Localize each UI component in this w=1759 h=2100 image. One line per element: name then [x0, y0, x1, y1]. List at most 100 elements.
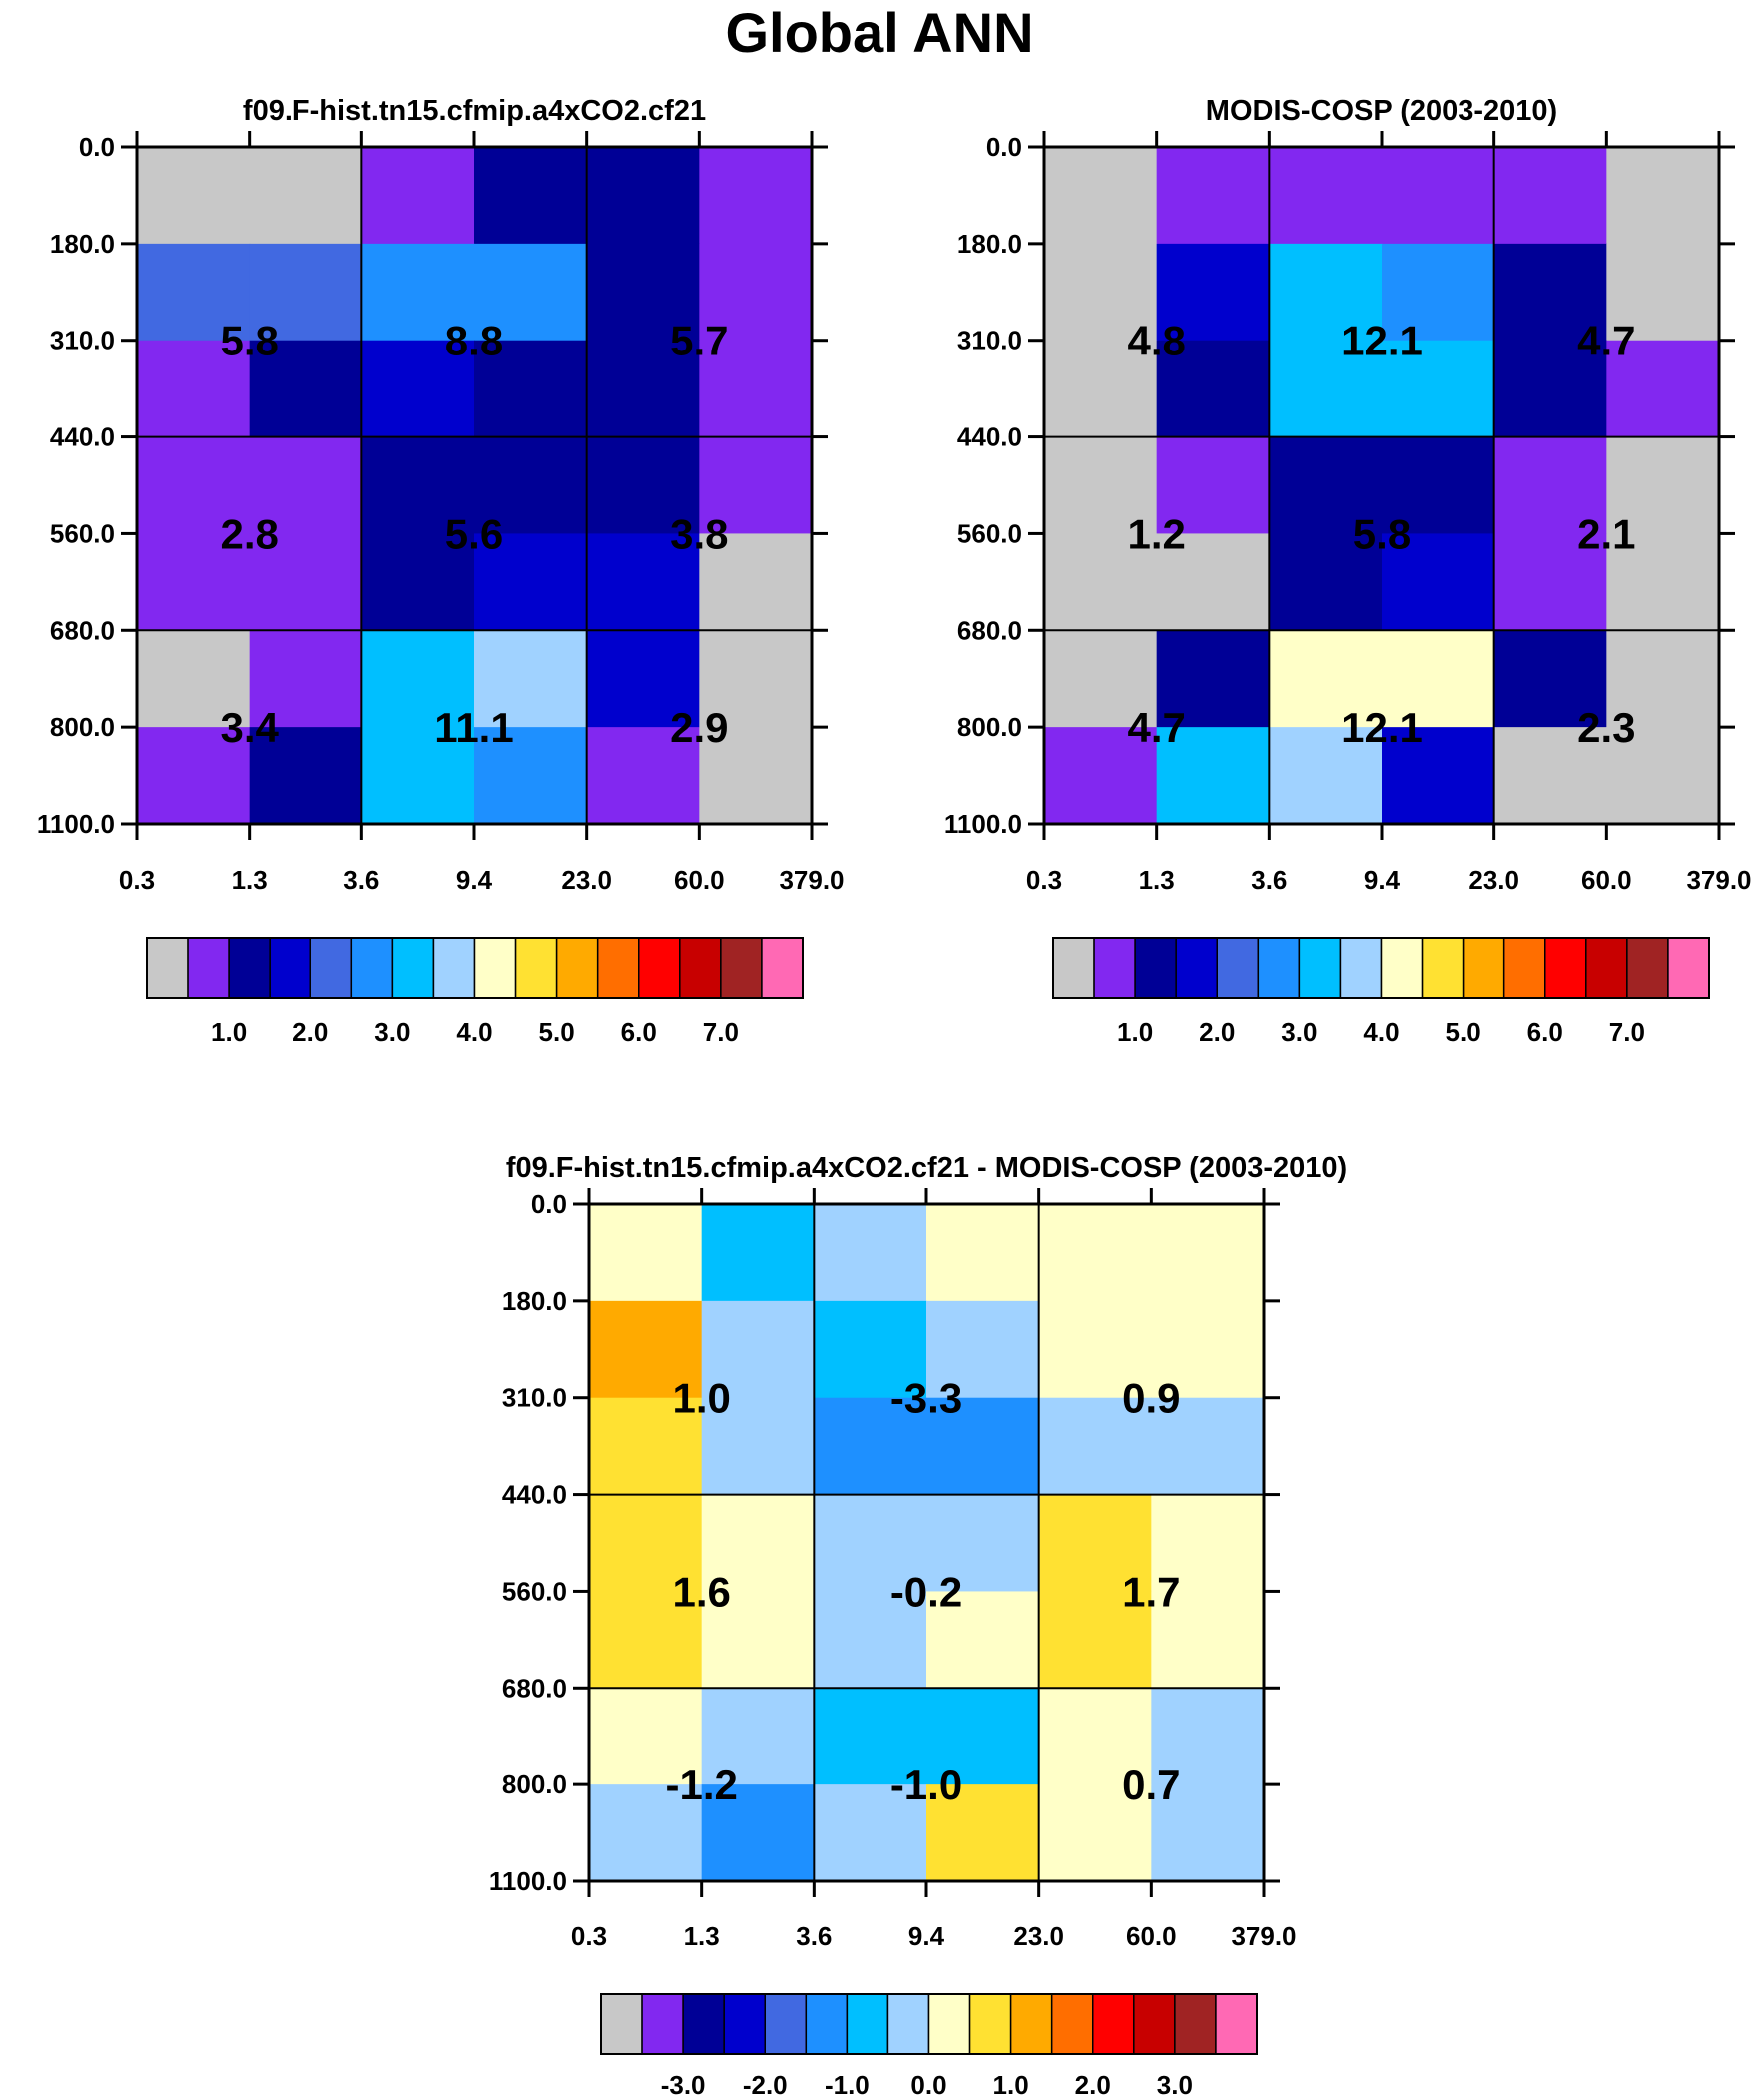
heatmap-cell [701, 1204, 815, 1302]
colorbar-swatch [1585, 937, 1628, 999]
colorbar-swatch [350, 937, 394, 999]
heatmap-cell [1151, 1204, 1265, 1302]
colorbar-label: 4.0 [1363, 1017, 1399, 1047]
heatmap-cell [699, 533, 813, 631]
colorbar-label: 5.0 [1446, 1017, 1481, 1047]
colorbar-swatch [1050, 1993, 1094, 2055]
colorbar-label: 5.0 [539, 1017, 575, 1047]
block-value-label: 2.9 [670, 704, 728, 751]
colorbar-label: 2.0 [1199, 1017, 1235, 1047]
heatmap-cell [699, 243, 813, 342]
heatmap-cell [474, 630, 588, 728]
block-value-label: -1.2 [665, 1761, 737, 1808]
block-value-label: 5.7 [670, 318, 728, 364]
colorbar-swatch [1544, 937, 1587, 999]
colorbar-swatch [1175, 937, 1218, 999]
x-tick-label: 3.6 [1251, 865, 1287, 895]
colorbar-frame [146, 937, 804, 999]
y-tick-label: 680.0 [50, 615, 115, 645]
x-tick-label: 23.0 [1468, 865, 1519, 895]
colorbar-label: 7.0 [1609, 1017, 1645, 1047]
y-tick-label: 560.0 [50, 518, 115, 548]
colorbar-label: -1.0 [825, 2070, 870, 2100]
block-value-label: 1.0 [672, 1375, 730, 1422]
heatmap-cell [586, 436, 700, 535]
heatmap-cell [249, 147, 362, 245]
colorbar-swatch [1174, 1993, 1217, 2055]
heatmap-cell [137, 630, 251, 728]
heatmap-cell [137, 243, 251, 342]
heatmap-cell [1382, 436, 1495, 535]
colorbar-label: 4.0 [456, 1017, 492, 1047]
block-value-label: 2.8 [220, 510, 278, 557]
y-tick-label: 440.0 [502, 1480, 567, 1510]
heatmap-cell [1044, 147, 1158, 245]
heatmap-cell [1044, 340, 1158, 438]
heatmap-cell [1269, 340, 1383, 438]
heatmap-cell [1606, 340, 1720, 438]
colorbar-frame [600, 1993, 1258, 2055]
colorbar-swatch [805, 1993, 849, 2055]
colorbar-swatch [1092, 1993, 1135, 2055]
heatmap-cell [589, 1397, 703, 1496]
heatmap-cell [1269, 436, 1383, 535]
block-value-label: 4.7 [1577, 318, 1635, 364]
y-tick-label: 1100.0 [944, 809, 1022, 839]
colorbar-label: 3.0 [374, 1017, 410, 1047]
colorbar-label: 1.0 [993, 2070, 1029, 2100]
block-value-label: -0.2 [890, 1568, 962, 1615]
heatmap-cell [1038, 1494, 1152, 1593]
heatmap-cell [1606, 533, 1720, 631]
block-value-label: 3.4 [220, 704, 279, 751]
colorbar-swatch [1215, 1993, 1258, 2055]
heatmap-cell [474, 533, 588, 631]
colorbar-swatch [514, 937, 558, 999]
heatmap-cell [1382, 243, 1495, 342]
heatmap-cell [361, 727, 475, 825]
heatmap-cell [701, 1591, 815, 1689]
heatmap-cell [361, 630, 475, 728]
y-tick-label: 440.0 [957, 422, 1022, 452]
x-tick-label: 1.3 [1139, 865, 1175, 895]
y-tick-label: 310.0 [957, 326, 1022, 355]
heatmap-cell [814, 1784, 927, 1882]
x-tick-label: 379.0 [1231, 1921, 1296, 1951]
colorbar-label: 3.0 [1157, 2070, 1193, 2100]
heatmap-cell [1038, 1300, 1152, 1399]
heatmap-cell [1606, 243, 1720, 342]
page-title: Global ANN [725, 1, 1034, 64]
colorbar-swatch [1462, 937, 1505, 999]
colorbar-swatch [596, 937, 640, 999]
x-tick-label: 60.0 [1126, 1921, 1177, 1951]
heatmap-cell [1151, 1494, 1265, 1593]
heatmap-cell [814, 1300, 927, 1399]
heatmap-cell [474, 727, 588, 825]
heatmap-cell [361, 436, 475, 535]
block-value-label: -3.3 [890, 1375, 962, 1422]
colorbar-swatch [1298, 937, 1342, 999]
heatmap-cell [1606, 630, 1720, 728]
heatmap-cell [249, 340, 362, 438]
heatmap-cell [1382, 147, 1495, 245]
heatmap-cell [474, 436, 588, 535]
block-value-label: 0.7 [1122, 1761, 1180, 1808]
heatmap-cell [1044, 533, 1158, 631]
panel-title: MODIS-COSP (2003-2010) [1206, 95, 1557, 127]
x-tick-label: 9.4 [908, 1921, 945, 1951]
heatmap-cell [699, 436, 813, 535]
heatmap-cell [137, 147, 251, 245]
y-tick-label: 0.0 [79, 132, 115, 162]
y-tick-label: 560.0 [502, 1576, 567, 1606]
x-tick-label: 379.0 [1686, 865, 1751, 895]
heatmap-cell [1493, 340, 1607, 438]
x-tick-label: 23.0 [1013, 1921, 1064, 1951]
heatmap-cell [589, 1494, 703, 1593]
x-tick-label: 0.3 [119, 865, 155, 895]
heatmap-cell [1156, 147, 1270, 245]
heatmap-cell [1038, 1591, 1152, 1689]
colorbar-swatch [432, 937, 476, 999]
x-tick-label: 3.6 [343, 865, 379, 895]
heatmap-cell [1269, 727, 1383, 825]
heatmap-cell [699, 340, 813, 438]
